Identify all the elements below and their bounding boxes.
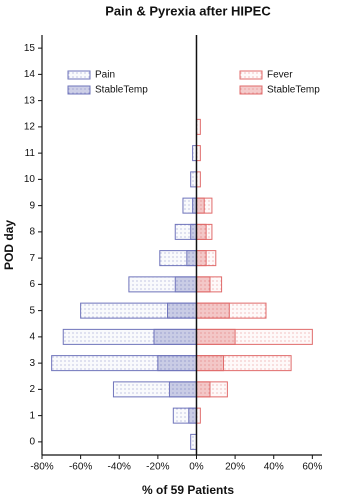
bar — [195, 250, 207, 267]
x-tick-label: -60% — [69, 462, 92, 473]
bar — [174, 276, 197, 293]
bar — [190, 171, 197, 188]
chart-title: Pain & Pyrexia after HIPEC — [105, 3, 271, 18]
y-tick-label: 7 — [29, 253, 35, 264]
legend-label: StableTemp — [95, 85, 148, 96]
bar — [195, 381, 211, 398]
x-tick-label: -40% — [108, 462, 131, 473]
legend-label: Pain — [95, 70, 115, 81]
bar — [195, 276, 211, 293]
legend-swatch — [239, 70, 263, 80]
y-tick-label: 1 — [29, 410, 35, 421]
y-tick-label: 8 — [29, 227, 35, 238]
bar — [167, 302, 197, 319]
x-tick-label: -20% — [146, 462, 169, 473]
bar — [188, 407, 197, 424]
y-tick-label: 11 — [25, 148, 36, 159]
legend-label: Fever — [267, 70, 293, 81]
y-tick-label: 6 — [29, 279, 35, 290]
bar — [190, 223, 197, 240]
bar — [157, 355, 197, 372]
bar — [168, 381, 197, 398]
bar — [190, 433, 197, 450]
x-axis-label: % of 59 Patients — [142, 483, 234, 497]
y-tick-label: 5 — [29, 305, 35, 316]
y-tick-label: 13 — [24, 95, 36, 106]
bar — [153, 328, 197, 345]
y-tick-label: 15 — [24, 43, 36, 54]
bar — [195, 355, 225, 372]
bar — [195, 197, 205, 214]
bar — [195, 302, 230, 319]
bar — [195, 328, 236, 345]
legend-swatch — [67, 85, 91, 95]
x-tick-label: 40% — [264, 462, 284, 473]
y-tick-label: 12 — [24, 122, 36, 133]
y-axis-label: POD day — [2, 220, 16, 270]
y-tick-label: 2 — [29, 384, 35, 395]
bar — [195, 223, 207, 240]
y-tick-label: 10 — [24, 174, 36, 185]
y-tick-label: 0 — [29, 437, 35, 448]
x-tick-label: 20% — [225, 462, 245, 473]
legend-label: StableTemp — [267, 85, 320, 96]
y-tick-label: 14 — [24, 69, 36, 80]
legend-swatch — [67, 70, 91, 80]
y-tick-label: 9 — [29, 200, 35, 211]
y-tick-label: 3 — [29, 358, 35, 369]
x-tick-label: 0% — [189, 462, 204, 473]
bar — [186, 250, 197, 267]
x-tick-label: 60% — [302, 462, 322, 473]
legend-swatch — [239, 85, 263, 95]
y-tick-label: 4 — [29, 332, 35, 343]
x-tick-label: -80% — [30, 462, 53, 473]
